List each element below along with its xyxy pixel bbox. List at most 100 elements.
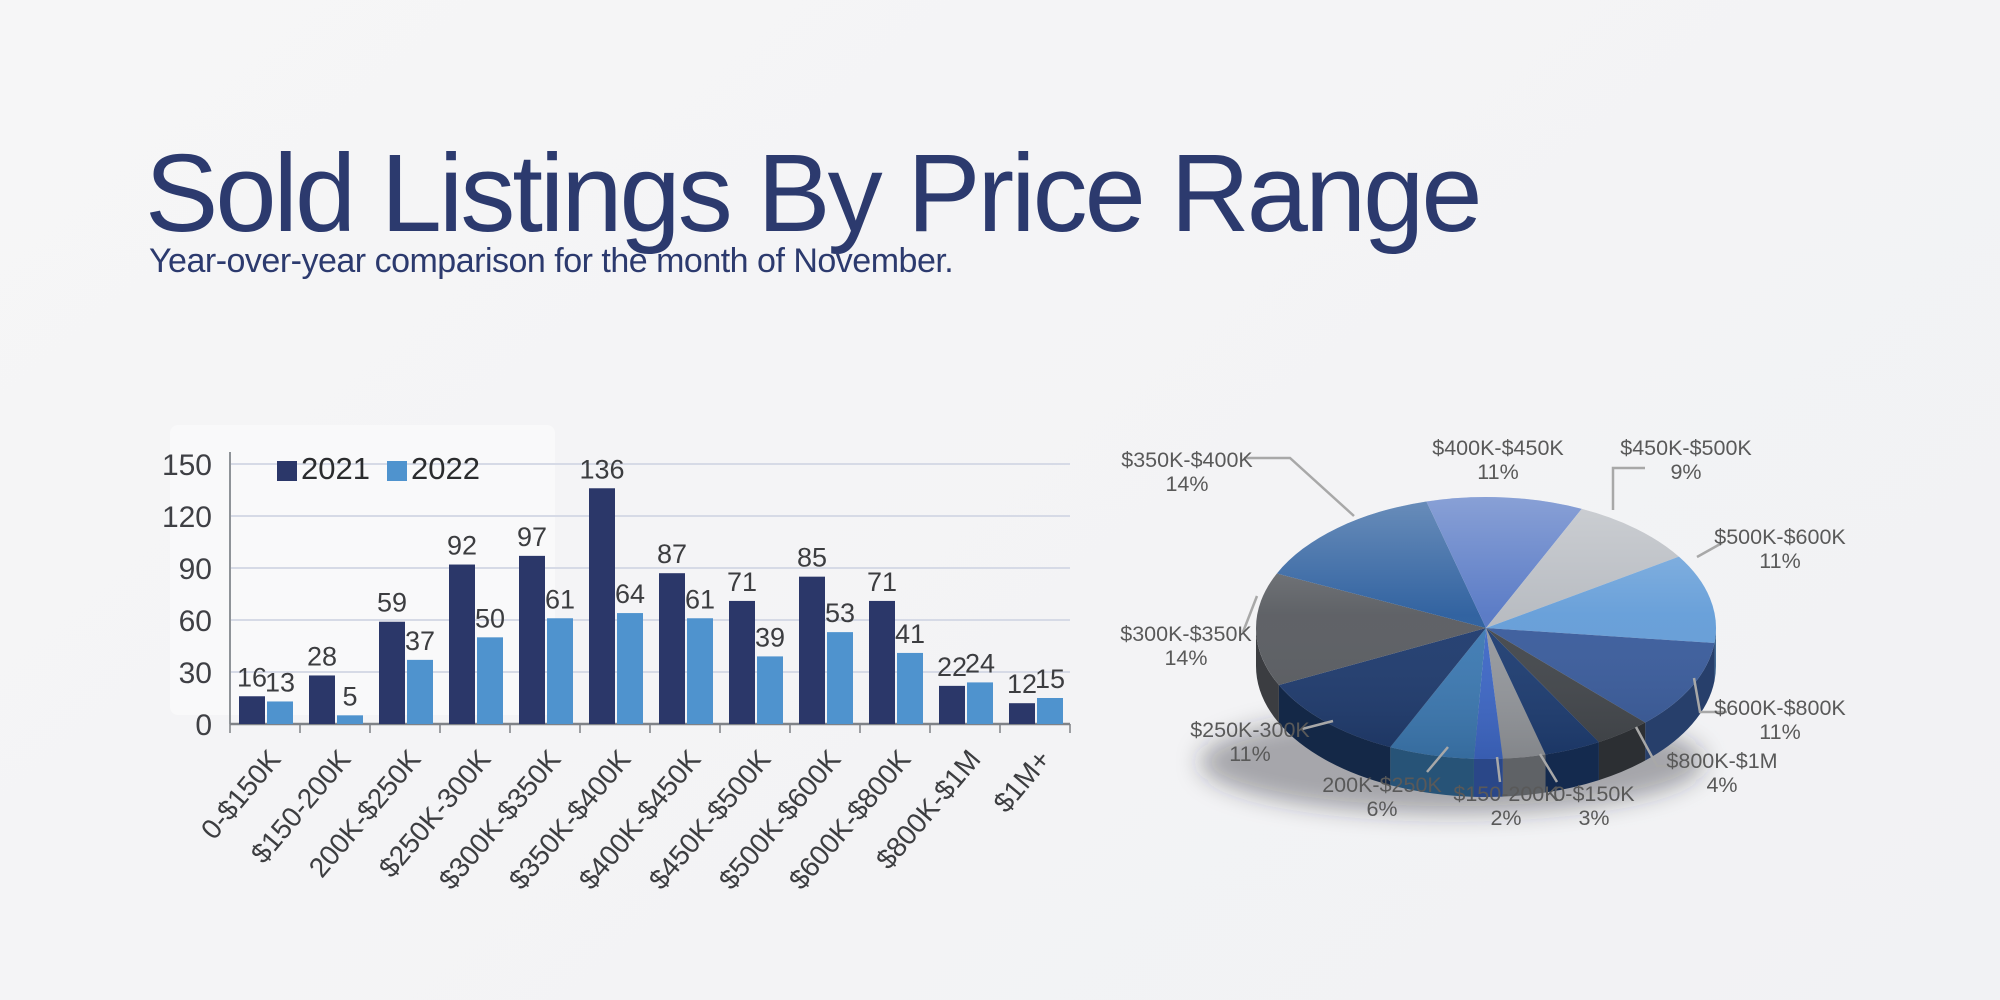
bar-2021 [519, 555, 545, 724]
bar-value-label: 12 [1007, 669, 1037, 699]
bar-value-label: 59 [377, 588, 407, 618]
bar-2021 [309, 675, 335, 724]
pie-label-range: $600K-$800K [1714, 696, 1846, 720]
bar-value-label: 5 [342, 681, 357, 711]
legend-swatch-2021 [277, 461, 297, 481]
bar-2022 [407, 659, 433, 724]
bar-2021 [1009, 703, 1035, 724]
y-axis-label: 90 [179, 553, 212, 586]
bar-value-label: 87 [657, 539, 687, 569]
pie-slice-side [1645, 643, 1715, 761]
y-axis-label: 150 [162, 449, 212, 482]
bar-value-label: 39 [755, 622, 785, 652]
bar-2022 [897, 652, 923, 724]
bar-2021 [729, 600, 755, 724]
leader-line [1692, 677, 1727, 714]
bar-value-label: 64 [615, 579, 645, 609]
bar-value-label: 22 [937, 652, 967, 682]
pie-label-percent: 4% [1706, 773, 1737, 797]
pie-label-percent: 11% [1759, 549, 1800, 573]
leader-line [1611, 466, 1645, 510]
bar-value-label: 85 [797, 543, 827, 573]
pie-slice-side [1598, 722, 1646, 781]
pie-label-percent: 3% [1578, 806, 1609, 830]
pie-label-range: $400K-$450K [1432, 436, 1564, 460]
bar-value-label: 41 [895, 619, 925, 649]
bar-value-label: 71 [867, 567, 897, 597]
leader-line [1495, 756, 1502, 783]
pie-label-percent: 14% [1164, 646, 1207, 670]
leader-line [1426, 746, 1449, 773]
legend-label-2021: 2021 [301, 451, 370, 486]
y-axis-label: 0 [195, 709, 212, 742]
bar-2021 [239, 696, 265, 724]
pie-label-range: $350K-$400K [1121, 448, 1253, 472]
pie-label-range: $500K-$600K [1714, 525, 1846, 549]
bar-value-label: 15 [1035, 664, 1065, 694]
leader-line [1538, 753, 1559, 783]
bar-2022 [547, 618, 573, 724]
pie-slice-side [1278, 685, 1391, 786]
bar-2022 [337, 715, 363, 724]
bar-2021 [939, 685, 965, 724]
y-axis-label: 60 [179, 605, 212, 638]
leader-line [1241, 595, 1259, 633]
leader-line [1696, 541, 1723, 559]
pie-slice-side [1390, 747, 1474, 797]
bar-value-label: 37 [405, 626, 435, 656]
legend-swatch-2022 [387, 461, 407, 481]
pie-label-percent: 9% [1670, 460, 1701, 484]
pie-label-range: 0-$150K [1553, 782, 1635, 806]
bar-value-label: 97 [517, 522, 547, 552]
bar-value-label: 61 [545, 584, 575, 614]
bar-2021 [589, 488, 615, 724]
legend-label-2022: 2022 [411, 451, 480, 486]
pie-label-percent: 11% [1477, 460, 1518, 484]
pie-slice-side [1502, 754, 1546, 797]
bar-value-label: 61 [685, 584, 715, 614]
bar-value-label: 16 [237, 662, 267, 692]
bar-2021 [659, 573, 685, 724]
bar-2022 [757, 656, 783, 724]
bar-2021 [379, 621, 405, 724]
bar-value-label: 24 [965, 648, 995, 678]
pie-label-range: 200K-$250K [1322, 773, 1442, 797]
bar-2022 [687, 618, 713, 724]
bar-value-label: 13 [265, 667, 295, 697]
pie-slice-side [1473, 758, 1503, 798]
bar-2022 [267, 701, 293, 724]
bar-2022 [477, 637, 503, 724]
pie-label-percent: 2% [1490, 806, 1521, 830]
pie-label-range: $150-200K [1453, 782, 1559, 806]
pie-slice-side [1256, 628, 1279, 724]
bar-value-label: 92 [447, 531, 477, 561]
pie-label-percent: 6% [1366, 797, 1397, 821]
bar-2021 [449, 564, 475, 724]
bar-2022 [617, 613, 643, 724]
leader-line [1634, 726, 1676, 768]
page-subtitle: Year-over-year comparison for the month … [149, 242, 954, 280]
bar-2021 [799, 576, 825, 724]
pie-label-range: $300K-$350K [1120, 622, 1252, 646]
leader-line [1301, 719, 1334, 731]
pie-label-range: $250K-300K [1190, 718, 1310, 742]
bar-value-label: 53 [825, 598, 855, 628]
bar-value-label: 28 [307, 641, 337, 671]
pie-label-percent: 11% [1229, 742, 1270, 766]
bar-value-label: 71 [727, 567, 757, 597]
pie-label-range: $800K-$1M [1666, 749, 1777, 773]
bar-2022 [1037, 698, 1063, 724]
y-axis-label: 30 [179, 657, 212, 690]
bar-value-label: 50 [475, 603, 505, 633]
pie-slice-side [1545, 742, 1599, 793]
pie-label-percent: 11% [1759, 720, 1800, 744]
pie-slice-side [1714, 628, 1716, 682]
page-title: Sold Listings By Price Range [145, 132, 1483, 255]
pie-sheen [1256, 497, 1716, 759]
bar-2022 [967, 682, 993, 724]
bar-2022 [827, 632, 853, 724]
bar-value-label: 136 [579, 454, 624, 484]
